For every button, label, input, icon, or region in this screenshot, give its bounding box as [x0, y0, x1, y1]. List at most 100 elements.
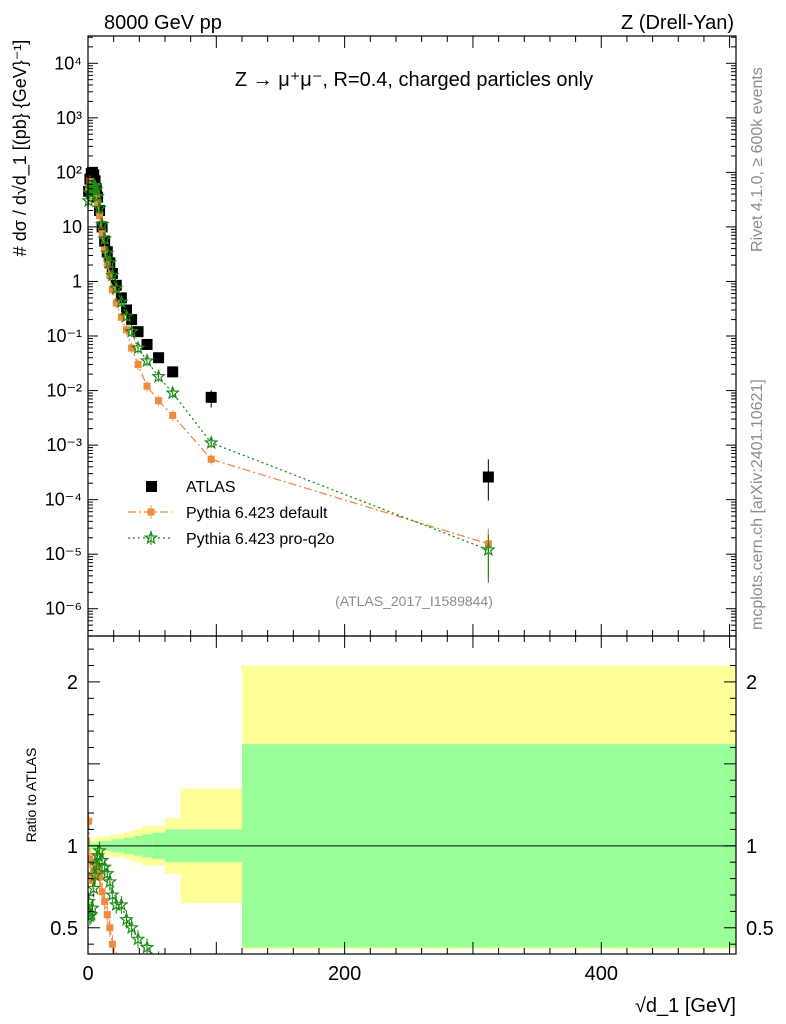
x-tick-label: 200 [328, 963, 361, 985]
y-tick-label: 10³ [56, 108, 82, 128]
ratio-point-default [96, 873, 104, 881]
series-line-pro-q2o [87, 184, 489, 551]
series-point-default [94, 199, 102, 207]
series-point-pro-q2o [97, 231, 113, 246]
legend-label-atlas: ATLAS [186, 479, 236, 496]
legend-marker-atlas [146, 481, 157, 492]
ratio-y-axis-title: Ratio to ATLAS [23, 748, 39, 843]
atlas-data-point [141, 338, 153, 350]
ratio-point-default [113, 957, 120, 964]
ratio-point-default [169, 991, 176, 998]
series-point-default [101, 246, 109, 254]
series-point-default [155, 397, 163, 405]
ratio-point-pro-q2o [108, 897, 124, 912]
ratio-tick-label-left: 0.5 [50, 918, 78, 940]
ratio-tick-label-right: 1 [746, 836, 757, 858]
ratio-point-default [88, 817, 93, 825]
legend-label-default: Pythia 6.423 default [186, 505, 328, 522]
plot-title: Z → μ⁺μ⁻, R=0.4, charged particles only [235, 69, 593, 91]
series-point-default [85, 184, 93, 192]
series-point-pro-q2o [139, 353, 155, 368]
series-point-pro-q2o [203, 435, 219, 450]
atlas-data-point [205, 391, 217, 403]
ratio-point-pro-q2o [88, 880, 102, 895]
series-point-default [134, 361, 142, 369]
series-point-pro-q2o [130, 340, 146, 355]
series-point-pro-q2o [81, 193, 96, 208]
atlas-data-point [126, 314, 138, 326]
legend: ATLAS Pythia 6.423 default Pythia 6.423 … [128, 479, 335, 548]
y-tick-label: 10 [62, 217, 82, 237]
ratio-point-pro-q2o [130, 931, 146, 946]
ratio-point-pro-q2o [88, 867, 103, 882]
series-point-default [207, 455, 215, 463]
ratio-tick-label-left: 2 [67, 672, 78, 694]
atlas-data-point [482, 471, 494, 483]
series-point-default [108, 286, 116, 294]
ratio-point-default [94, 866, 102, 874]
ratio-point-pro-q2o [102, 874, 118, 889]
ratio-point-default [128, 978, 135, 985]
y-tick-label: 10² [56, 162, 82, 182]
ratio-point-default [88, 855, 94, 863]
ratio-point-default [208, 995, 215, 1002]
ratio-tick-label-left: 1 [67, 836, 78, 858]
ratio-point-pro-q2o [483, 987, 494, 998]
x-tick-label: 0 [82, 963, 93, 985]
legend-label-pro-q2o: Pythia 6.423 pro-q2o [186, 531, 335, 548]
ratio-point-default [98, 888, 106, 896]
ratio-panel-frame [87, 635, 737, 955]
series-point-default [169, 411, 177, 419]
legend-star-pro-q2o [143, 530, 159, 545]
ratio-point-default [123, 970, 130, 977]
series-point-pro-q2o [119, 308, 134, 323]
y-tick-label: 10⁻⁴ [45, 490, 82, 510]
x-axis-title: √d_1 [GeV] [635, 995, 736, 1017]
ratio-point-default [135, 982, 142, 989]
atlas-data-point [132, 326, 144, 338]
atlas-data-point [167, 366, 179, 378]
ratio-point-pro-q2o [124, 920, 139, 935]
series-point-pro-q2o [102, 255, 118, 270]
ratio-point-pro-q2o [205, 976, 216, 987]
series-point-pro-q2o [124, 323, 139, 338]
ratio-point-default [155, 990, 162, 997]
series-point-default [98, 230, 106, 238]
ratio-point-pro-q2o [99, 865, 115, 880]
rivet-version-label: Rivet 4.1.0, ≥ 600k events [749, 67, 766, 252]
ratio-point-pro-q2o [94, 852, 110, 867]
ratio-point-default [118, 965, 125, 972]
ratio-point-pro-q2o [139, 939, 155, 954]
series-point-pro-q2o [94, 216, 110, 231]
y-tick-label: 10⁴ [54, 53, 82, 73]
ratio-point-pro-q2o [97, 859, 113, 874]
ratio-tick-label-right: 0.5 [746, 918, 774, 940]
series-point-pro-q2o [99, 245, 115, 260]
ratio-point-pro-q2o [105, 887, 120, 902]
ratio-point-default [485, 996, 492, 1003]
atlas-data-point [153, 352, 165, 364]
x-tick-label: 400 [585, 963, 618, 985]
header-left-label: 8000 GeV pp [104, 12, 222, 34]
ratio-tick-label-right: 2 [746, 672, 757, 694]
y-tick-label: 10⁻³ [46, 435, 82, 455]
series-point-pro-q2o [105, 267, 120, 282]
series-point-default [112, 299, 120, 307]
ratio-point-default [101, 898, 109, 906]
ratio-point-pro-q2o [167, 963, 178, 974]
axes: 10⁻⁶ 10⁻⁵ 10⁻⁴ 10⁻³ 10⁻² 10⁻¹ 1 10 10² 10³ 10⁴ 0 200… [45, 36, 774, 985]
series-point-default [128, 344, 136, 352]
y-tick-label: 10⁻² [46, 381, 82, 401]
ratio-point-default [103, 911, 111, 919]
mcplots-label: mcplots.cern.ch [arXiv:2401.10621] [749, 379, 766, 630]
series-point-default [143, 382, 151, 390]
series-point-pro-q2o [92, 200, 107, 215]
analysis-id-label: (ATLAS_2017_I1589844) [335, 593, 493, 609]
series-point-pro-q2o [165, 385, 181, 400]
ratio-point-pro-q2o [158, 952, 160, 954]
atlas-data-point [88, 169, 100, 181]
ratio-point-default [108, 940, 116, 948]
ratio-point-pro-q2o [119, 911, 134, 926]
series-point-default [117, 313, 125, 321]
